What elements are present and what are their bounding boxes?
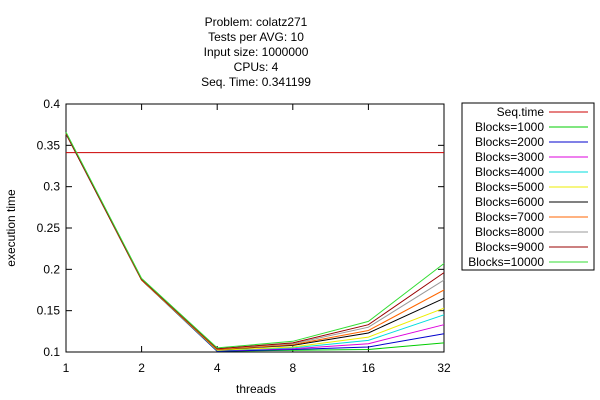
y-axis-label: execution time xyxy=(4,189,18,267)
legend-label: Seq.time xyxy=(497,105,545,119)
x-axis: 1 2 4 8 16 32 xyxy=(63,104,451,375)
legend-label: Blocks=8000 xyxy=(475,225,544,239)
chart-title-line: Seq. Time: 0.341199 xyxy=(201,75,311,89)
x-tick-label: 2 xyxy=(138,361,145,375)
y-tick-label: 0.3 xyxy=(43,180,60,194)
y-axis: 0.1 0.15 0.2 0.25 0.3 0.35 0.4 xyxy=(37,97,444,359)
x-tick-label: 8 xyxy=(289,361,296,375)
y-tick-label: 0.1 xyxy=(43,345,60,359)
legend-label: Blocks=3000 xyxy=(475,150,544,164)
x-tick-label: 32 xyxy=(437,361,451,375)
legend-label: Blocks=10000 xyxy=(468,255,544,269)
chart-title-line: CPUs: 4 xyxy=(234,60,279,74)
series-line-blocks-10000 xyxy=(65,131,445,349)
legend-label: Blocks=4000 xyxy=(475,165,544,179)
x-tick-label: 16 xyxy=(362,361,376,375)
legend: Seq.timeBlocks=1000Blocks=2000Blocks=300… xyxy=(461,102,595,271)
chart-title-line: Tests per AVG: 10 xyxy=(208,30,304,44)
legend-label: Blocks=5000 xyxy=(475,180,544,194)
plot-area-frame xyxy=(65,103,445,353)
y-tick-label: 0.35 xyxy=(37,138,61,152)
legend-label: Blocks=1000 xyxy=(475,120,544,134)
y-tick-label: 0.4 xyxy=(43,97,60,111)
chart-title-line: Input size: 1000000 xyxy=(204,45,309,59)
y-tick-label: 0.15 xyxy=(37,304,61,318)
x-axis-label: threads xyxy=(236,382,276,396)
x-tick-label: 4 xyxy=(214,361,221,375)
x-tick-label: 1 xyxy=(63,361,70,375)
legend-label: Blocks=6000 xyxy=(475,195,544,209)
legend-label: Blocks=7000 xyxy=(475,210,544,224)
chart-title-line: Problem: colatz271 xyxy=(205,15,308,29)
legend-label: Blocks=2000 xyxy=(475,135,544,149)
y-tick-label: 0.2 xyxy=(43,262,60,276)
y-tick-label: 0.25 xyxy=(37,221,61,235)
legend-label: Blocks=9000 xyxy=(475,240,544,254)
series-lines xyxy=(65,131,445,352)
